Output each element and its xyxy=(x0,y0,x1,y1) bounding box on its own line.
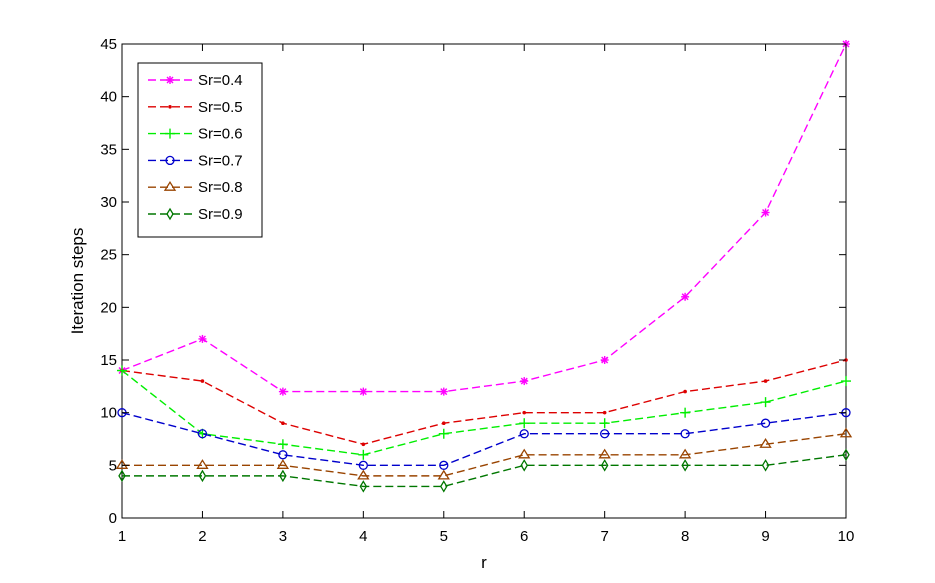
x-tick-label: 8 xyxy=(681,528,689,545)
data-point xyxy=(600,459,609,472)
y-tick-label: 15 xyxy=(100,352,117,369)
series-sr-0-9 xyxy=(118,448,850,493)
series-line xyxy=(121,369,847,456)
legend-box xyxy=(137,62,263,238)
data-point xyxy=(196,459,209,469)
series-sr-0-6 xyxy=(117,365,851,460)
x-tick-label: 5 xyxy=(440,528,448,545)
data-point xyxy=(198,469,207,483)
data-point xyxy=(601,356,609,364)
data-point xyxy=(115,459,129,469)
legend-label: Sr=0.8 xyxy=(198,179,243,196)
data-point xyxy=(439,460,449,470)
x-tick-label: 1 xyxy=(118,528,126,545)
x-tick-label: 4 xyxy=(359,528,367,545)
data-point xyxy=(759,438,772,448)
y-axis-label: Iteration steps xyxy=(68,228,87,335)
y-tick-label: 35 xyxy=(100,141,117,158)
series-sr-0-8 xyxy=(115,427,853,480)
data-point xyxy=(279,469,287,483)
y-tick-label: 10 xyxy=(100,405,117,422)
series-line xyxy=(122,454,847,488)
data-point xyxy=(440,480,448,493)
data-point xyxy=(763,379,768,383)
data-point xyxy=(168,105,172,109)
legend-entry: Sr=0.6 xyxy=(148,126,243,143)
legend-label: Sr=0.6 xyxy=(198,126,243,143)
x-axis-label: r xyxy=(481,553,487,572)
data-point xyxy=(842,448,850,462)
legend-entry: Sr=0.9 xyxy=(148,206,243,223)
data-point xyxy=(437,469,450,480)
y-tick-label: 0 xyxy=(109,510,117,527)
data-point xyxy=(761,459,770,472)
data-point xyxy=(519,429,529,439)
data-point xyxy=(839,427,853,438)
data-point xyxy=(440,388,448,396)
data-point xyxy=(681,293,689,301)
y-tick-label: 45 xyxy=(100,36,117,53)
y-tick-label: 25 xyxy=(100,247,117,264)
data-point xyxy=(680,429,690,439)
data-point xyxy=(602,410,607,415)
legend-entry: Sr=0.5 xyxy=(148,99,243,116)
data-point xyxy=(520,377,528,385)
data-point xyxy=(520,459,528,472)
data-point xyxy=(760,418,771,428)
data-point xyxy=(359,388,367,396)
x-tick-label: 3 xyxy=(279,528,287,545)
data-point xyxy=(598,448,611,459)
data-point xyxy=(281,421,285,426)
data-point xyxy=(683,389,687,394)
data-point xyxy=(678,448,692,459)
data-point xyxy=(358,460,368,470)
data-point xyxy=(163,180,177,191)
y-tick-label: 40 xyxy=(100,89,117,106)
legend: Sr=0.4 Sr=0.5 Sr=0.6 Sr=0.7 Sr=0.8 Sr=0.9 xyxy=(137,62,263,238)
series-line xyxy=(121,359,847,445)
series-line xyxy=(121,411,847,467)
legend-entry: Sr=0.7 xyxy=(148,152,243,169)
x-tick-label: 9 xyxy=(761,528,769,545)
data-point xyxy=(166,207,174,221)
data-point xyxy=(278,450,288,460)
data-point xyxy=(357,469,370,480)
data-point xyxy=(681,459,689,472)
y-tick-label: 30 xyxy=(100,194,117,211)
x-tick-label: 10 xyxy=(838,528,855,545)
legend-label: Sr=0.7 xyxy=(198,152,243,169)
legend-entry: Sr=0.4 xyxy=(148,72,243,89)
x-tick-label: 6 xyxy=(520,528,528,545)
legend-label: Sr=0.4 xyxy=(198,72,243,89)
data-point xyxy=(197,429,208,439)
series-line xyxy=(121,43,847,393)
legend-label: Sr=0.9 xyxy=(198,206,243,223)
data-point xyxy=(118,469,126,483)
data-point xyxy=(276,459,290,469)
data-point xyxy=(279,388,287,396)
data-point xyxy=(441,421,446,426)
data-point xyxy=(200,379,205,383)
data-point xyxy=(522,410,527,415)
legend-entry: Sr=0.8 xyxy=(148,179,243,196)
data-point xyxy=(359,480,368,493)
data-point xyxy=(762,209,770,217)
legend-label: Sr=0.5 xyxy=(198,99,243,116)
data-point xyxy=(166,76,174,84)
series-line xyxy=(122,433,847,477)
x-tick-label: 2 xyxy=(198,528,206,545)
y-tick-label: 5 xyxy=(109,457,117,474)
data-point xyxy=(518,448,531,459)
series-layer xyxy=(115,40,853,493)
data-point xyxy=(165,155,175,166)
data-point xyxy=(361,442,366,447)
data-point xyxy=(198,335,206,343)
y-tick-label: 20 xyxy=(100,299,117,316)
x-tick-label: 7 xyxy=(600,528,608,545)
data-point xyxy=(600,429,610,439)
